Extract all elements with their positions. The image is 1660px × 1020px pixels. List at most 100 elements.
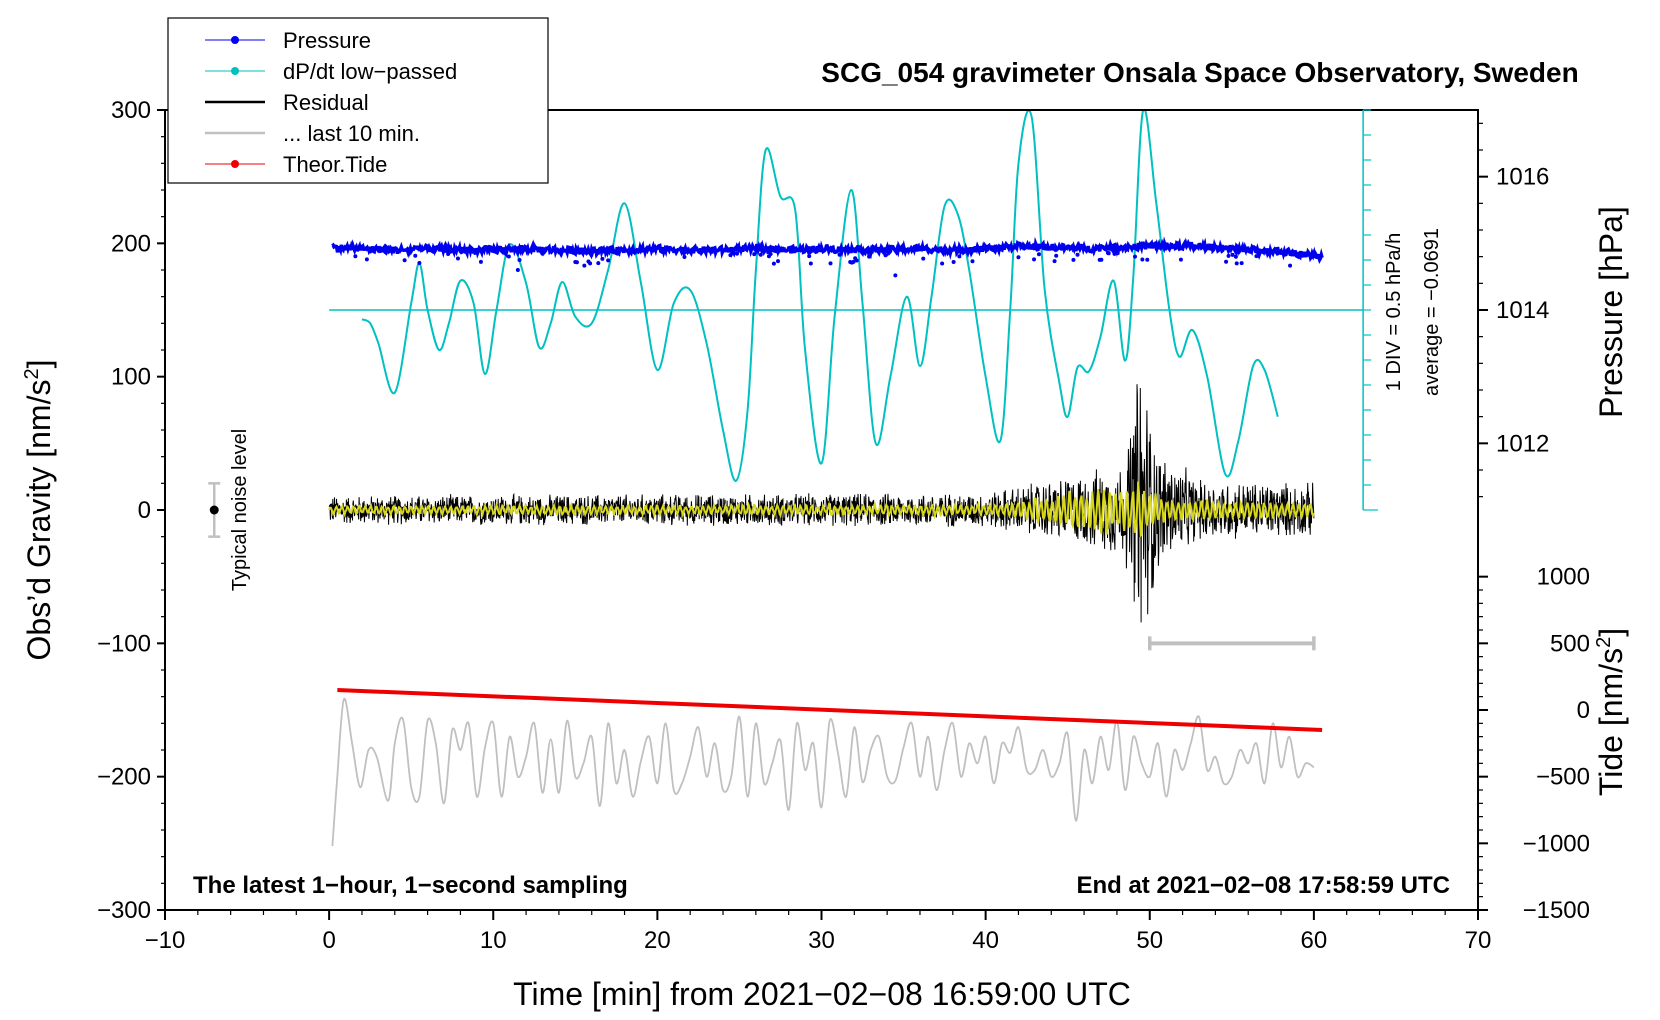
noise-level-dot <box>209 505 219 515</box>
residual-smoothed-series <box>328 481 1315 538</box>
legend-label-2: dP/dt low−passed <box>283 59 457 84</box>
tide-tick-label: 1000 <box>1537 564 1590 591</box>
pressure-point <box>1032 257 1037 262</box>
pressure-point <box>1054 253 1059 258</box>
noise-level-label: Typical noise level <box>229 429 251 591</box>
pressure-point <box>940 261 945 266</box>
pressure-point <box>1052 259 1057 264</box>
pressure-point <box>1036 252 1041 257</box>
pressure-point <box>1075 252 1080 257</box>
pressure-point <box>1099 257 1104 262</box>
legend-label-3: Residual <box>283 90 369 115</box>
pressure-point <box>951 259 956 264</box>
pressure-point <box>1230 252 1235 257</box>
pressure-point <box>1132 254 1137 259</box>
pressure-point <box>851 259 856 264</box>
tide-axis-title: Tide [nm/s2] <box>1593 628 1629 796</box>
pressure-point <box>364 257 369 262</box>
x-tick-label: 30 <box>808 927 835 954</box>
pressure-point <box>776 259 781 264</box>
y-tick-label: −200 <box>97 764 151 791</box>
pressure-point <box>600 256 605 261</box>
legend: Pressure dP/dt low−passed Residual ... last… <box>167 17 549 184</box>
pressure-point <box>828 261 833 266</box>
pressure-point <box>758 252 763 257</box>
legend-label-4: ... last 10 min. <box>283 121 420 146</box>
pressure-point <box>1224 259 1229 264</box>
pressure-point <box>1226 253 1231 258</box>
pressure-point <box>807 254 812 259</box>
pressure-point <box>808 261 813 266</box>
x-tick-label: 40 <box>972 927 999 954</box>
pressure-series <box>331 236 1324 264</box>
pressure-point <box>752 252 757 257</box>
pressure-point <box>1254 254 1259 259</box>
pressure-point <box>353 254 358 259</box>
pressure-point <box>682 255 687 260</box>
y-tick-label: 300 <box>111 97 151 124</box>
tide-tick-label: 500 <box>1550 630 1590 657</box>
pressure-point <box>573 260 578 264</box>
legend-marker-1 <box>231 36 239 44</box>
pressure-point <box>417 260 422 265</box>
x-tick-label: 60 <box>1301 927 1328 954</box>
dpdt-average-note: average = −0.0691 <box>1421 228 1443 396</box>
pressure-point <box>515 268 520 272</box>
pressure-point <box>867 254 872 259</box>
pressure-point <box>1234 261 1239 266</box>
legend-box <box>167 17 549 184</box>
pressure-point <box>957 254 962 259</box>
end-time-note: End at 2021−02−08 17:58:59 UTC <box>1076 872 1450 899</box>
y-tick-label: −300 <box>97 897 151 924</box>
theor-tide-series <box>337 688 1323 732</box>
y-axis-title: Obs’d Gravity [nm/s2] <box>21 360 57 661</box>
pressure-point <box>402 258 407 263</box>
pressure-point <box>1115 251 1120 256</box>
pressure-axis-title: Pressure [hPa] <box>1593 206 1629 418</box>
pressure-point <box>582 263 587 268</box>
pressure-point <box>1178 257 1183 262</box>
last-10-min-series <box>331 698 1315 847</box>
pressure-tick-label: 1012 <box>1496 430 1549 457</box>
x-tick-label: 70 <box>1465 927 1492 954</box>
pressure-point <box>596 261 601 266</box>
legend-label-5: Theor.Tide <box>283 152 387 177</box>
pressure-point <box>1071 257 1076 262</box>
pressure-point <box>506 254 511 259</box>
pressure-point <box>768 252 773 257</box>
pressure-point <box>1233 254 1238 259</box>
pressure-point <box>728 253 733 258</box>
legend-marker-2 <box>231 67 239 75</box>
pressure-point <box>893 273 898 278</box>
pressure-point <box>413 253 418 258</box>
x-tick-label: 10 <box>480 927 507 954</box>
y-tick-label: 0 <box>138 497 151 524</box>
pressure-point <box>478 259 483 264</box>
pressure-point <box>1288 263 1293 268</box>
x-tick-label: 0 <box>322 927 335 954</box>
pressure-point <box>1239 261 1244 266</box>
pressure-tick-label: 1014 <box>1496 297 1549 324</box>
pressure-point <box>1112 251 1117 256</box>
tide-tick-label: 0 <box>1577 697 1590 724</box>
pressure-tick-label: 1016 <box>1496 164 1549 191</box>
pressure-point <box>734 251 739 256</box>
pressure-point <box>1145 257 1150 262</box>
pressure-point <box>970 259 975 264</box>
x-axis-title: Time [min] from 2021−02−08 16:59:00 UTC <box>513 976 1131 1012</box>
x-tick-label: 50 <box>1136 927 1163 954</box>
pressure-point <box>883 253 888 258</box>
pressure-point <box>1106 251 1111 256</box>
tide-tick-label: −500 <box>1536 764 1590 791</box>
data-layer <box>328 110 1324 847</box>
residual-series <box>328 384 1315 623</box>
y-tick-label: 200 <box>111 230 151 257</box>
pressure-point <box>921 256 926 261</box>
pressure-point <box>854 258 859 263</box>
sampling-note: The latest 1−hour, 1−second sampling <box>193 872 628 899</box>
legend-marker-5 <box>231 160 239 168</box>
y-tick-label: 100 <box>111 364 151 391</box>
pressure-point <box>588 261 593 266</box>
